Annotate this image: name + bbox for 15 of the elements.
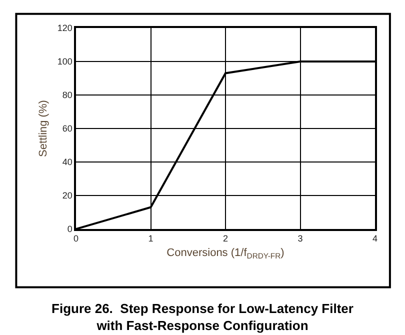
y-tick-label: 120	[57, 23, 72, 34]
text: Figure 26. Step Response for Low-Latency Filter with Fast-Response Configuration	[52, 301, 354, 334]
x-tick-label: 0	[73, 234, 79, 244]
x-tick-label: 4	[372, 234, 378, 244]
y-tick-label: 60	[62, 124, 72, 134]
y-tick-label: 80	[62, 90, 72, 100]
y-tick-label: 100	[57, 56, 72, 67]
x-axis-title: Conversions (1/f$_{DRDY-FR}$)	[166, 247, 284, 261]
x-tick-label: 2	[222, 234, 228, 244]
x-tick-label: 1	[148, 234, 154, 244]
y-tick-label: 20	[62, 190, 72, 201]
y-tick-label: 0	[67, 224, 72, 234]
x-tick-label: 3	[298, 234, 303, 244]
y-tick-label: 40	[62, 157, 72, 168]
y-axis-title: Settling (%)	[38, 100, 50, 157]
